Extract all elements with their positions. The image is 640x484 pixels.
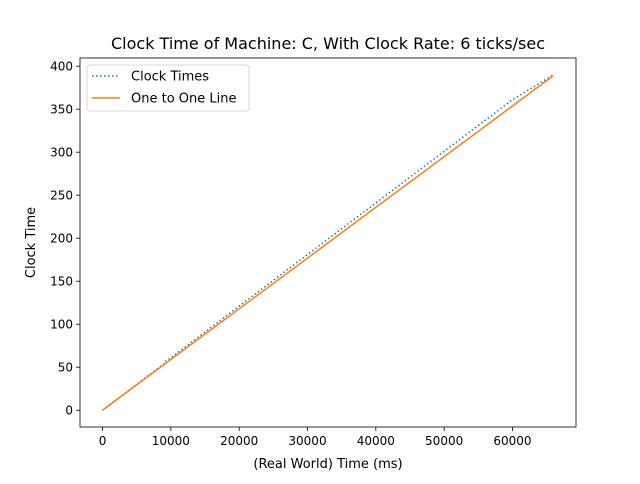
x-axis: 0 10000 20000 30000 40000 50000 60000 [99, 427, 532, 448]
x-tick-label: 40000 [357, 434, 395, 448]
x-tick-label: 30000 [288, 434, 326, 448]
x-axis-label: (Real World) Time (ms) [253, 457, 402, 472]
legend-label: Clock Times [131, 70, 209, 85]
x-tick-label: 0 [99, 434, 107, 448]
series-line-clock-times [102, 74, 554, 411]
y-axis: 0 50 100 150 200 250 300 350 400 [50, 60, 80, 418]
y-tick-label: 400 [50, 60, 73, 74]
y-tick-label: 0 [65, 404, 73, 418]
y-tick-label: 300 [50, 146, 73, 160]
y-tick-label: 250 [50, 189, 73, 203]
x-tick-label: 50000 [425, 434, 463, 448]
y-tick-label: 350 [50, 103, 73, 117]
y-tick-label: 200 [50, 232, 73, 246]
x-tick-label: 20000 [220, 434, 258, 448]
y-axis-label: Clock Time [24, 207, 39, 278]
series-layer [102, 74, 554, 411]
x-tick-label: 60000 [493, 434, 531, 448]
y-tick-label: 150 [50, 275, 73, 289]
plot-frame [79, 57, 577, 428]
y-tick-label: 50 [58, 361, 73, 375]
y-tick-label: 100 [50, 318, 73, 332]
legend-box [86, 64, 250, 112]
chart-title: Clock Time of Machine: C, With Clock Rat… [111, 34, 545, 53]
x-tick-label: 10000 [152, 434, 190, 448]
legend-label: One to One Line [131, 92, 236, 107]
series-line-one-to-one-line [102, 75, 554, 411]
legend: Clock Times One to One Line [86, 64, 250, 112]
